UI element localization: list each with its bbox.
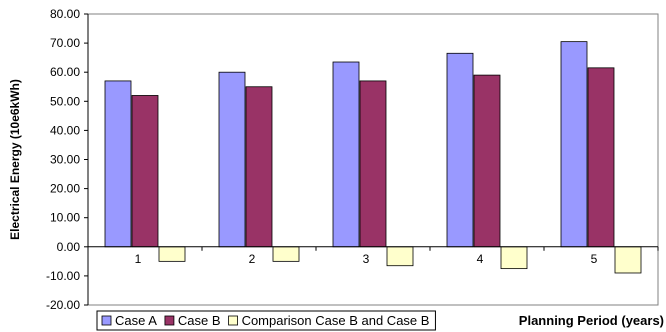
legend-label: Case A bbox=[115, 313, 157, 328]
bar bbox=[560, 41, 588, 248]
bar bbox=[587, 67, 615, 248]
category-label: 5 bbox=[591, 252, 598, 266]
legend-label: Comparison Case B and Case B bbox=[242, 313, 430, 328]
y-tick-label: 80.00 bbox=[50, 7, 80, 21]
category-label: 3 bbox=[363, 252, 370, 266]
bar bbox=[104, 80, 132, 248]
bar bbox=[386, 246, 414, 267]
category-label: 2 bbox=[249, 252, 256, 266]
legend-swatch bbox=[228, 315, 238, 326]
y-tick-label: 0.00 bbox=[57, 240, 81, 254]
y-tick-label: -20.00 bbox=[46, 298, 80, 312]
bar bbox=[272, 246, 300, 262]
legend: Case A Case B Comparison Case B and Case B bbox=[96, 310, 436, 331]
bar bbox=[446, 52, 474, 248]
legend-label: Case B bbox=[178, 313, 221, 328]
legend-frame bbox=[96, 310, 436, 331]
y-tick-label: 70.00 bbox=[50, 36, 80, 50]
bar bbox=[218, 71, 246, 248]
y-tick-label: 20.00 bbox=[50, 182, 80, 196]
y-tick-label: 30.00 bbox=[50, 153, 80, 167]
bar bbox=[131, 95, 159, 248]
x-axis-label: Planning Period (years) bbox=[519, 313, 664, 328]
bar bbox=[158, 246, 186, 262]
y-axis: -20.00 -10.00 0.00 10.00 20.00 30.00 40.00 50.0… bbox=[46, 7, 659, 312]
y-tick-label: -10.00 bbox=[46, 269, 80, 283]
category-label: 1 bbox=[135, 252, 142, 266]
bar bbox=[473, 74, 501, 248]
bar bbox=[332, 61, 360, 248]
legend-swatch bbox=[101, 315, 112, 326]
category-labels: 1 2 3 4 5 bbox=[135, 252, 598, 266]
y-tick-label: 60.00 bbox=[50, 65, 80, 79]
category-label: 4 bbox=[477, 252, 484, 266]
bar bbox=[500, 246, 528, 270]
bar bbox=[359, 80, 387, 248]
y-tick-label: 40.00 bbox=[50, 123, 80, 137]
legend-swatch bbox=[164, 315, 175, 326]
y-axis-label: Electrical Energy (10e6kWh) bbox=[8, 79, 22, 240]
y-tick-label: 10.00 bbox=[50, 211, 80, 225]
bar bbox=[245, 86, 273, 248]
y-tick-label: 50.00 bbox=[50, 94, 80, 108]
bar bbox=[614, 246, 642, 274]
bars-group bbox=[104, 41, 642, 274]
